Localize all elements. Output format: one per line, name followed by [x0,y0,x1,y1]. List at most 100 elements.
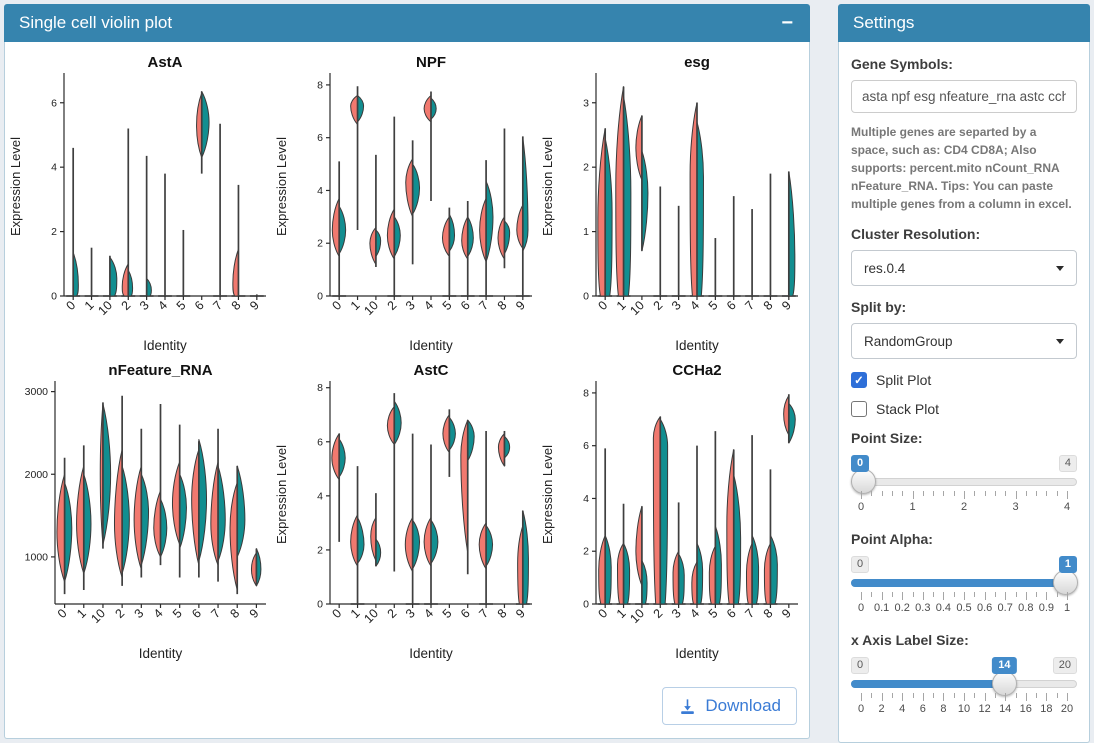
svg-text:3: 3 [132,606,147,621]
point-alpha-label: Point Alpha: [851,531,933,547]
svg-text:1: 1 [82,298,97,313]
svg-text:AstC: AstC [413,362,448,379]
svg-text:6: 6 [458,298,473,313]
x-axis-label-size-slider-grid: 0 2 4 6 8 10 12 14 16 18 20 [851,693,1077,719]
svg-text:1: 1 [583,226,589,238]
svg-text:1: 1 [614,298,629,313]
svg-text:Identity: Identity [409,646,453,661]
svg-text:6: 6 [192,298,207,313]
svg-text:3: 3 [403,298,418,313]
svg-text:esg: esg [684,54,710,71]
svg-text:Identity: Identity [409,338,453,353]
svg-text:2: 2 [112,606,127,621]
svg-text:3000: 3000 [25,386,49,398]
svg-text:7: 7 [742,606,757,621]
svg-text:9: 9 [779,606,794,621]
svg-text:3: 3 [137,298,152,313]
svg-text:5: 5 [174,298,189,313]
split-by-select[interactable]: RandomGroup [851,323,1077,359]
stack-plot-checkbox[interactable] [851,401,867,417]
svg-text:9: 9 [513,298,528,313]
svg-text:7: 7 [476,298,491,313]
point-alpha-slider-grid: 0 0.1 0.2 0.3 0.4 0.5 0.6 0.7 0.8 0.9 1 [851,592,1077,618]
svg-text:10: 10 [361,298,381,318]
svg-text:2: 2 [317,544,323,556]
dropdown-caret-icon [1056,338,1064,344]
x-axis-label-size-slider[interactable]: 0 20 14 0 2 4 6 8 10 12 14 16 18 20 [851,656,1077,720]
gene-symbols-help-text: Multiple genes are separted by a space, … [851,125,1072,211]
svg-text:6: 6 [724,298,739,313]
point-size-slider-track[interactable] [851,478,1077,486]
point-alpha-slider-handle[interactable] [1052,570,1078,595]
violin-plot-panel-title: Single cell violin plot [19,13,173,32]
svg-text:6: 6 [317,436,323,448]
settings-panel-title: Settings [853,13,915,32]
settings-panel: Settings Gene Symbols: Multiple genes ar… [838,4,1090,743]
split-plot-checkbox[interactable]: ✓ [851,372,867,388]
violin-plot-panel-header: Single cell violin plot − [4,4,810,42]
point-size-label: Point Size: [851,430,923,446]
svg-text:0: 0 [51,291,57,303]
gene-symbols-input[interactable] [851,80,1077,113]
svg-text:Identity: Identity [139,646,183,661]
stack-plot-checkbox-row[interactable]: Stack Plot [851,401,1077,417]
svg-text:1: 1 [74,606,89,621]
svg-text:NPF: NPF [416,54,446,71]
svg-text:2: 2 [385,298,400,313]
point-size-min-badge: 0 [851,455,870,472]
violin-plot-3: nFeature_RNA 1000 2000 3000 0 1 10 2 3 4 5 6 7 8 9 Iden… [25,362,266,661]
svg-text:8: 8 [317,79,323,91]
svg-text:4: 4 [155,298,170,313]
svg-text:1: 1 [348,298,363,313]
svg-text:1: 1 [348,606,363,621]
svg-text:0: 0 [595,298,610,313]
svg-text:5: 5 [170,606,185,621]
svg-text:10: 10 [95,298,115,318]
svg-text:Expression Level: Expression Level [540,445,555,544]
svg-text:0: 0 [63,298,78,313]
svg-text:7: 7 [476,606,491,621]
svg-text:8: 8 [761,298,776,313]
svg-text:0: 0 [595,606,610,621]
svg-text:9: 9 [247,606,262,621]
svg-text:5: 5 [440,606,455,621]
x-axis-label-size-min-badge: 0 [851,657,870,674]
svg-text:9: 9 [513,606,528,621]
svg-text:2: 2 [583,546,589,558]
svg-text:2: 2 [119,298,134,313]
svg-text:4: 4 [317,185,323,197]
svg-text:Identity: Identity [143,338,187,353]
cluster-resolution-select[interactable]: res.0.4 [851,250,1077,286]
svg-text:10: 10 [627,298,647,318]
svg-text:7: 7 [208,606,223,621]
violin-plot-panel-body: AstA 0 2 4 6 Expression Level 0 1 10 2 3 4 5 6 7 8 9 Iden… [4,42,810,739]
collapse-minus-icon[interactable]: − [781,12,793,34]
svg-text:7: 7 [210,298,225,313]
svg-text:Identity: Identity [675,646,719,661]
svg-text:2000: 2000 [25,469,49,481]
svg-text:4: 4 [583,493,589,505]
svg-text:6: 6 [583,440,589,452]
point-alpha-max-badge: 1 [1058,556,1077,573]
x-axis-label-size-value-badge: 14 [992,657,1017,674]
split-plot-checkbox-row[interactable]: ✓ Split Plot [851,372,1077,388]
download-button[interactable]: Download [662,687,797,725]
violin-plot-panel: Single cell violin plot − AstA 0 2 4 6 Expres… [4,4,810,739]
svg-text:3: 3 [669,298,684,313]
point-alpha-slider[interactable]: 0 1 0 0.1 0.2 0.3 0.4 0.5 0.6 0.7 0.8 0.9 1 [851,555,1078,619]
svg-text:1000: 1000 [25,551,49,563]
svg-text:0: 0 [583,599,589,611]
svg-text:Identity: Identity [675,338,719,353]
svg-text:9: 9 [779,298,794,313]
svg-text:7: 7 [742,298,757,313]
svg-text:10: 10 [627,606,647,626]
svg-text:0: 0 [317,291,323,303]
svg-text:6: 6 [458,606,473,621]
cluster-resolution-value: res.0.4 [864,260,906,276]
